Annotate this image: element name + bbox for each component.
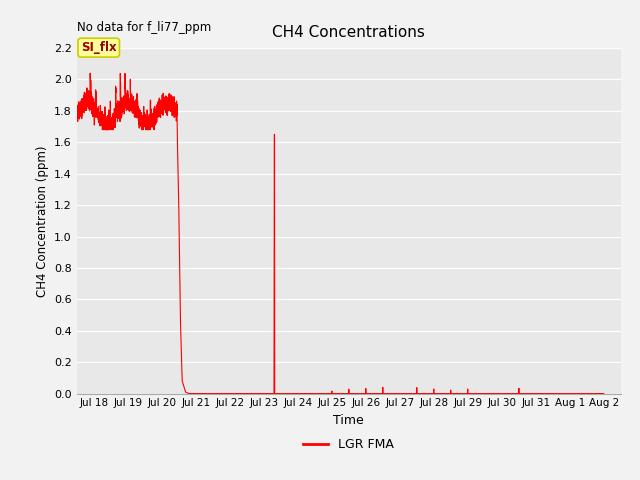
X-axis label: Time: Time [333, 414, 364, 427]
Y-axis label: CH4 Concentration (ppm): CH4 Concentration (ppm) [35, 145, 49, 297]
Title: CH4 Concentrations: CH4 Concentrations [273, 25, 425, 40]
Legend: LGR FMA: LGR FMA [298, 433, 399, 456]
Text: SI_flx: SI_flx [81, 41, 116, 54]
Text: No data for f_li77_ppm: No data for f_li77_ppm [77, 21, 211, 34]
